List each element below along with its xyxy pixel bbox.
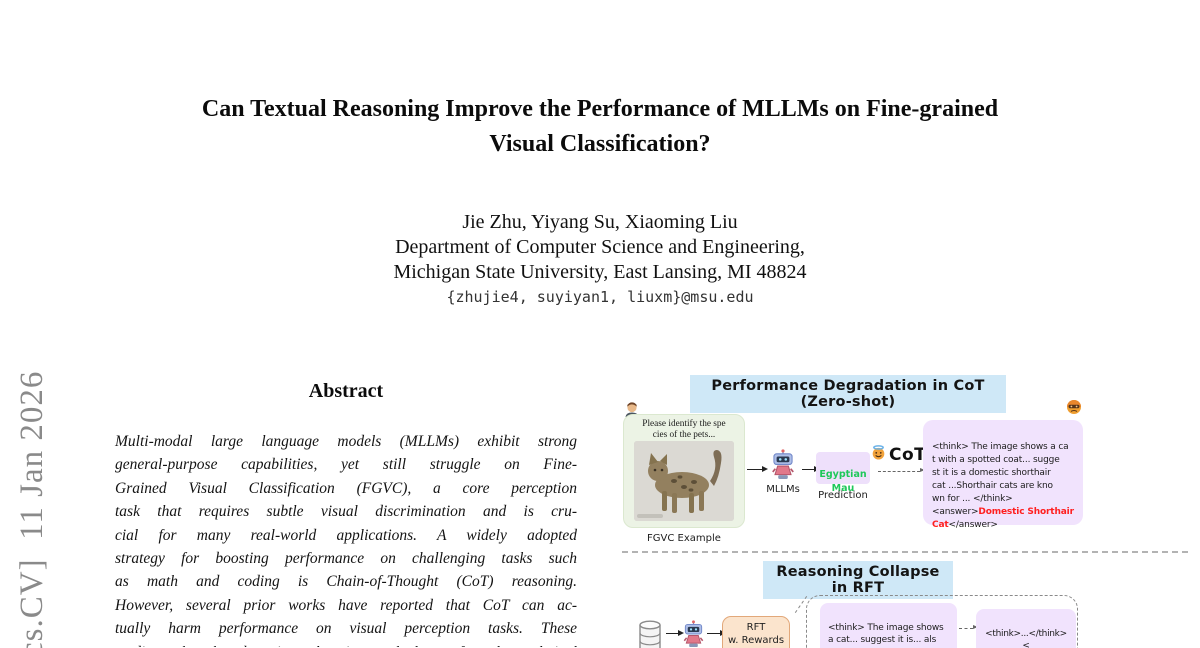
author-emails: {zhujie4, suyiyan1, liuxm}@msu.edu	[446, 288, 754, 306]
arxiv-watermark: cs.CV] 11 Jan 2026	[14, 370, 50, 648]
arrow-icon	[802, 465, 820, 472]
section-divider	[622, 551, 1188, 553]
rft-collapsed-think-text: <think>...</think> < answer>	[985, 628, 1067, 648]
prediction-box: Egyptian Mau	[816, 452, 870, 494]
cat-photo	[634, 441, 734, 521]
abstract-line: as math and coding is Chain-of-Thought (…	[115, 573, 577, 591]
dashed-arrow-icon	[878, 468, 925, 473]
cot-label: CoT	[889, 445, 927, 465]
paper-title-line1: Can Textual Reasoning Improve the Perfor…	[201, 96, 999, 122]
cot-output-bubble: <think> The image shows a ca t with a sp…	[923, 420, 1083, 530]
abstract-line: general-purpose capabilities, yet still …	[115, 456, 577, 474]
figure-section2-header: Reasoning Collapse in RFT	[763, 561, 953, 599]
author-university: Michigan State University, East Lansing,…	[393, 261, 807, 283]
mllms-label: MLLMs	[766, 484, 800, 495]
abstract-line: Multi-modal large language models (MLLMs…	[115, 433, 577, 450]
fgvc-example-label: FGVC Example	[647, 533, 721, 544]
rft-callout-container	[806, 595, 1078, 648]
cot-think-text: <think> The image shows a ca t with a sp…	[932, 442, 1069, 517]
rft-after-bubble: <think>...</think> < answer>Egyptian M a…	[976, 609, 1076, 648]
robot-icon	[682, 620, 705, 648]
author-names: Jie Zhu, Yiyang Su, Xiaoming Liu	[462, 211, 738, 233]
photo-credit	[637, 514, 663, 518]
abstract-body: Multi-modal large language models (MLLMs…	[115, 430, 577, 647]
abstract-line-clipped: studies, though observing the issue, lac…	[115, 641, 577, 647]
abstract-line: However, several prior works have report…	[115, 596, 577, 614]
abstract-line: Grained Visual Classification (FGVC), a …	[115, 479, 577, 497]
frustrated-emoji-icon	[1066, 399, 1082, 420]
cot-answer-close-tag: </answer>	[948, 520, 998, 530]
figure-section1-header: Performance Degradation in CoT (Zero-sho…	[690, 375, 1006, 413]
rft-before-bubble: <think> The image shows a cat... suggest…	[820, 603, 957, 648]
arrow-icon	[707, 629, 726, 636]
paper-title: Can Textual Reasoning Improve the Perfor…	[0, 92, 1200, 162]
user-prompt-text: Please identify the spe cies of the pets…	[642, 419, 726, 440]
database-icon	[637, 620, 663, 648]
abstract-line: cial for many real-world applications. A…	[115, 526, 577, 544]
abstract-line: task that requires subtle visual discrim…	[115, 503, 577, 521]
paper-title-line2: Visual Classification?	[489, 131, 711, 157]
arrow-icon	[747, 465, 768, 472]
rft-rewards-box: RFT w. Rewards	[722, 616, 790, 648]
halo-emoji-icon	[871, 445, 886, 465]
cot-wrong-answer: Domestic Shorthair Cat	[932, 507, 1074, 530]
arrow-icon	[666, 629, 684, 636]
abstract-heading: Abstract	[308, 380, 384, 402]
abstract-line: tually harm performance on visual percep…	[115, 620, 577, 638]
prediction-label: Prediction	[818, 490, 868, 501]
author-block: Jie Zhu, Yiyang Su, Xiaoming Liu Departm…	[0, 210, 1200, 285]
prediction-value: Egyptian Mau	[819, 469, 867, 494]
abstract-line: strategy for boosting performance on cha…	[115, 550, 577, 568]
dashed-arrow-icon	[959, 625, 978, 630]
robot-icon	[770, 449, 796, 486]
author-department: Department of Computer Science and Engin…	[395, 236, 805, 258]
rft-think-text: <think> The image shows a cat... suggest…	[828, 622, 944, 648]
